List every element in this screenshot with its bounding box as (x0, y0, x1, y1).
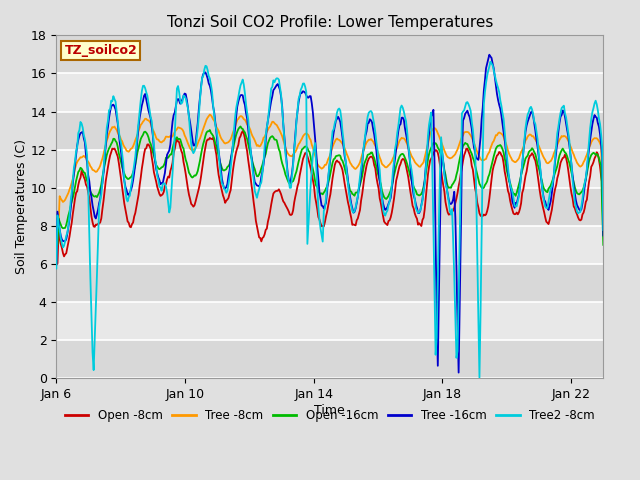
Tree -16cm (600, 232, 607, 238)
Open -8cm (239, 128, 246, 134)
Tree -16cm (52, 262, 60, 267)
Open -16cm (379, 192, 387, 197)
Open -16cm (52, 242, 60, 248)
Legend: Open -8cm, Tree -8cm, Open -16cm, Tree -16cm, Tree2 -8cm: Open -8cm, Tree -8cm, Open -16cm, Tree -… (60, 405, 600, 427)
Open -8cm (600, 231, 607, 237)
Bar (56, 302, 604, 340)
Tree -8cm (600, 223, 607, 228)
Tree -16cm (378, 194, 386, 200)
Open -16cm (600, 242, 607, 248)
Open -8cm (52, 261, 60, 267)
Open -8cm (502, 174, 509, 180)
Tree -8cm (379, 162, 387, 168)
Bar (56, 226, 604, 264)
Tree2 -8cm (52, 265, 60, 271)
Tree2 -8cm (589, 109, 596, 115)
Tree -16cm (589, 121, 596, 127)
Tree -16cm (503, 157, 511, 163)
Line: Open -16cm: Open -16cm (56, 126, 604, 245)
Bar (56, 73, 604, 111)
Tree -8cm (314, 161, 321, 167)
Tree2 -8cm (348, 208, 356, 214)
Tree2 -8cm (378, 195, 386, 201)
Tree2 -8cm (316, 216, 323, 222)
Tree -16cm (316, 189, 323, 195)
Line: Open -8cm: Open -8cm (56, 131, 604, 264)
Tree -16cm (312, 149, 320, 155)
Tree -8cm (502, 140, 509, 146)
Tree2 -8cm (503, 153, 511, 159)
Title: Tonzi Soil CO2 Profile: Lower Temperatures: Tonzi Soil CO2 Profile: Lower Temperatur… (166, 15, 493, 30)
Bar (56, 188, 604, 226)
Bar (56, 111, 604, 150)
Line: Tree2 -8cm: Tree2 -8cm (56, 62, 604, 378)
Open -16cm (317, 191, 324, 197)
Open -8cm (379, 213, 387, 219)
Open -16cm (588, 152, 595, 158)
Tree2 -8cm (600, 227, 607, 233)
Tree -8cm (206, 112, 214, 118)
Tree -16cm (486, 52, 493, 58)
Open -16cm (502, 161, 509, 167)
Open -8cm (314, 206, 321, 212)
Open -16cm (314, 184, 321, 190)
Open -8cm (317, 220, 324, 226)
Tree2 -8cm (486, 59, 494, 65)
Line: Tree -16cm: Tree -16cm (56, 55, 604, 372)
Bar (56, 340, 604, 378)
Y-axis label: Soil Temperatures (C): Soil Temperatures (C) (15, 139, 28, 274)
Tree -8cm (349, 164, 357, 170)
Tree -8cm (588, 139, 595, 145)
Tree -16cm (348, 205, 356, 211)
Open -8cm (588, 164, 595, 169)
Tree -8cm (52, 223, 60, 228)
Open -16cm (237, 123, 244, 129)
Tree -16cm (455, 370, 463, 375)
Text: TZ_soilco2: TZ_soilco2 (65, 44, 138, 57)
Line: Tree -8cm: Tree -8cm (56, 115, 604, 226)
Bar (56, 150, 604, 188)
Bar (56, 36, 604, 73)
Tree -8cm (317, 165, 324, 170)
Tree2 -8cm (476, 375, 483, 381)
Open -16cm (349, 192, 357, 197)
Bar (56, 264, 604, 302)
Open -8cm (349, 222, 357, 228)
X-axis label: Time: Time (314, 404, 345, 417)
Tree2 -8cm (312, 161, 320, 167)
